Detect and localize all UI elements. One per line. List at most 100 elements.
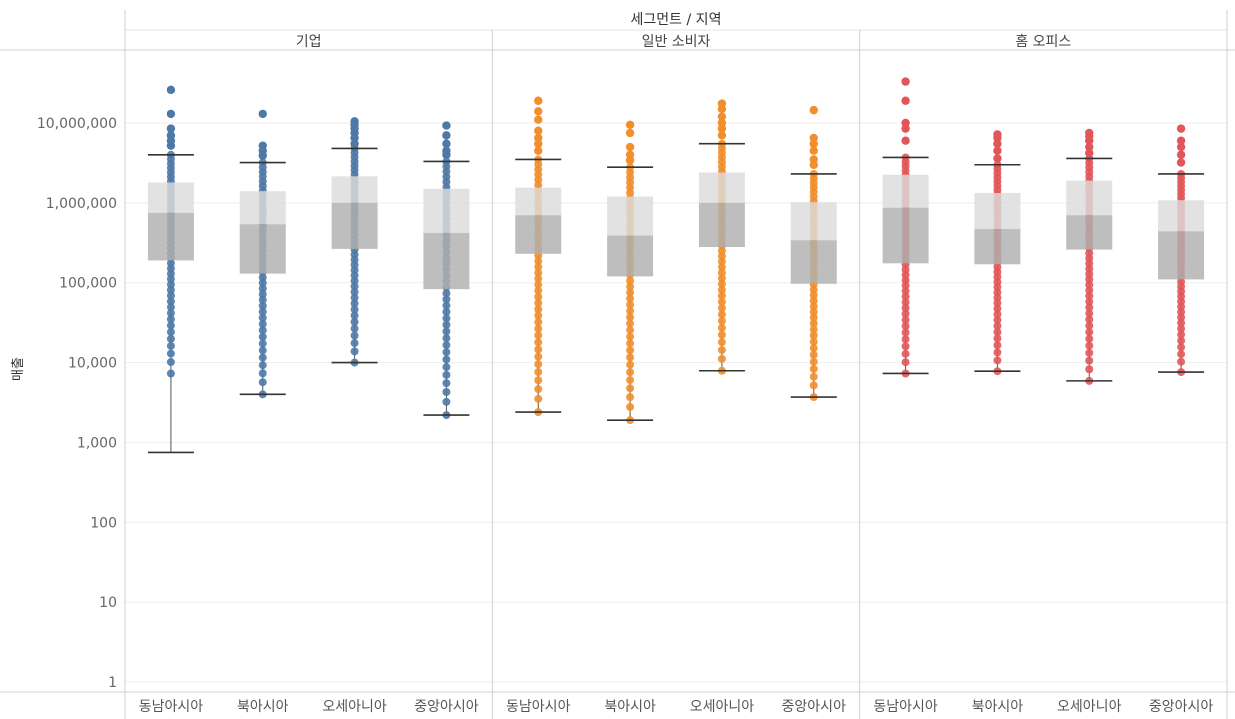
- data-point: [350, 287, 359, 296]
- data-point: [901, 335, 910, 344]
- data-point: [1085, 348, 1094, 357]
- data-point: [1085, 297, 1094, 306]
- data-point: [350, 318, 359, 327]
- panel-label: 홈 오피스: [1015, 34, 1071, 50]
- data-point: [534, 345, 543, 354]
- data-point: [442, 314, 451, 323]
- data-point: [993, 310, 1002, 319]
- y-tick-label: 10,000,000: [37, 116, 117, 132]
- data-point: [350, 347, 359, 356]
- data-point: [1177, 318, 1186, 327]
- data-point: [901, 309, 910, 318]
- box-lower: [423, 232, 470, 290]
- outlier-point: [809, 139, 818, 148]
- category-label: 동남아시아: [873, 699, 938, 715]
- box-lower: [1066, 215, 1113, 250]
- data-point: [350, 282, 359, 291]
- data-point: [1085, 356, 1094, 365]
- box-1: 동남아시아: [139, 85, 203, 715]
- data-point: [717, 280, 726, 289]
- y-tick-label: 1,000: [77, 435, 117, 451]
- y-tick-label: 10,000: [68, 356, 117, 372]
- data-point: [258, 301, 267, 310]
- box-lower: [790, 240, 837, 284]
- data-point: [534, 311, 543, 320]
- data-point: [717, 268, 726, 277]
- data-point: [901, 358, 910, 367]
- data-point: [626, 276, 635, 285]
- outlier-point: [534, 126, 543, 135]
- data-point: [626, 339, 635, 348]
- data-point: [166, 297, 175, 306]
- data-point: [717, 310, 726, 319]
- data-point: [717, 323, 726, 332]
- data-point: [258, 339, 267, 348]
- data-point: [258, 273, 267, 282]
- box-1: 동남아시아: [506, 96, 571, 715]
- box-lower: [1158, 231, 1205, 280]
- data-point: [1085, 315, 1094, 324]
- outlier-point: [442, 121, 451, 130]
- data-point: [350, 299, 359, 308]
- data-point: [258, 378, 267, 387]
- outlier-point: [350, 139, 359, 148]
- box-4: 중앙아시아: [414, 121, 479, 715]
- data-point: [809, 307, 818, 316]
- data-point: [166, 349, 175, 358]
- outlier-point: [1176, 124, 1186, 133]
- data-point: [166, 315, 175, 324]
- data-point: [1177, 336, 1186, 345]
- data-point: [534, 280, 543, 289]
- outlier-point: [625, 142, 635, 152]
- data-point: [534, 376, 543, 385]
- box-3: 오세아니아: [690, 99, 755, 715]
- data-point: [1085, 321, 1094, 330]
- outlier-point: [993, 154, 1002, 163]
- category-label: 오세아니아: [690, 699, 755, 715]
- data-point: [993, 356, 1002, 365]
- data-point: [534, 292, 543, 301]
- grid-lines: [125, 122, 1227, 683]
- box-lower: [882, 207, 929, 264]
- y-tick-label: 1: [108, 675, 117, 691]
- data-point: [258, 290, 267, 299]
- box-lower: [974, 229, 1021, 265]
- outlier-point: [1176, 158, 1186, 167]
- data-point: [442, 289, 451, 298]
- data-point: [1085, 309, 1094, 318]
- data-point: [626, 288, 635, 297]
- data-point: [442, 295, 451, 304]
- outlier-point: [166, 141, 176, 150]
- data-point: [442, 341, 451, 350]
- data-point: [166, 286, 175, 295]
- data-point: [442, 320, 451, 329]
- data-point: [809, 302, 818, 311]
- outlier-point: [717, 131, 727, 140]
- data-point: [901, 292, 910, 301]
- data-point: [258, 326, 267, 335]
- data-point: [901, 349, 910, 358]
- outlier-point: [350, 133, 359, 143]
- box-upper: [331, 176, 378, 203]
- box-upper: [698, 172, 745, 203]
- category-label: 중앙아시아: [414, 699, 479, 715]
- data-point: [534, 352, 543, 361]
- data-point: [534, 385, 543, 394]
- box-upper: [1066, 180, 1113, 216]
- outlier-point: [717, 124, 727, 133]
- outlier-point: [1085, 136, 1094, 145]
- data-point: [717, 330, 726, 339]
- box-3: 오세아니아: [322, 117, 387, 715]
- y-axis-ticks: 1 10 100 1,000 10,000 100,000 1,000,000 10,000,…: [37, 116, 117, 691]
- y-tick-label: 100: [90, 515, 117, 531]
- category-label: 중앙아시아: [1149, 699, 1214, 715]
- box-upper: [423, 188, 470, 233]
- data-point: [350, 324, 359, 333]
- panel-label: 일반 소비자: [642, 34, 711, 50]
- data-point: [809, 344, 818, 353]
- data-point: [258, 278, 267, 287]
- data-point: [350, 339, 359, 348]
